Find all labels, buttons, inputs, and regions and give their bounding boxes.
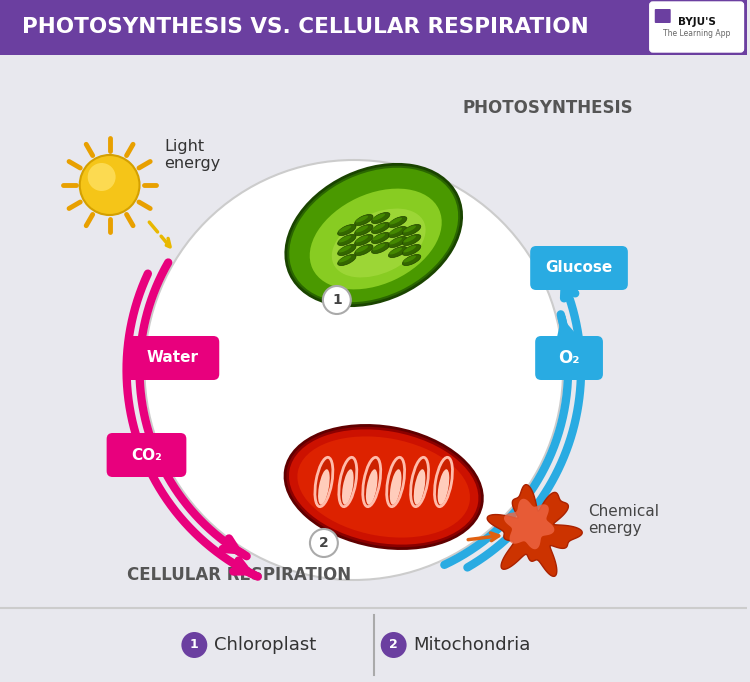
Ellipse shape	[388, 237, 406, 248]
Ellipse shape	[338, 226, 351, 233]
Ellipse shape	[403, 244, 421, 256]
Ellipse shape	[389, 237, 402, 244]
Ellipse shape	[388, 246, 406, 258]
FancyBboxPatch shape	[650, 2, 743, 52]
Circle shape	[145, 160, 563, 580]
Ellipse shape	[371, 222, 390, 233]
Text: Glucose: Glucose	[545, 261, 613, 276]
Ellipse shape	[338, 224, 356, 235]
Ellipse shape	[414, 469, 425, 505]
Ellipse shape	[389, 218, 402, 224]
Ellipse shape	[356, 216, 368, 222]
Ellipse shape	[356, 235, 368, 243]
Ellipse shape	[356, 246, 368, 252]
Ellipse shape	[389, 228, 402, 235]
Text: PHOTOSYNTHESIS: PHOTOSYNTHESIS	[463, 99, 634, 117]
FancyBboxPatch shape	[655, 9, 670, 23]
Ellipse shape	[286, 164, 462, 306]
Ellipse shape	[372, 213, 385, 220]
Circle shape	[310, 529, 338, 557]
Circle shape	[88, 163, 116, 191]
Ellipse shape	[342, 469, 354, 505]
Text: 1: 1	[190, 638, 199, 651]
Ellipse shape	[389, 248, 402, 254]
Text: BYJU'S: BYJU'S	[678, 17, 716, 27]
Ellipse shape	[315, 458, 333, 507]
Circle shape	[323, 286, 351, 314]
FancyBboxPatch shape	[106, 433, 186, 477]
Circle shape	[182, 632, 207, 658]
Ellipse shape	[285, 426, 482, 548]
Polygon shape	[488, 485, 582, 576]
Ellipse shape	[403, 224, 421, 235]
Ellipse shape	[366, 469, 377, 505]
Ellipse shape	[338, 256, 351, 263]
Ellipse shape	[434, 458, 452, 507]
Ellipse shape	[438, 469, 449, 505]
Ellipse shape	[338, 254, 356, 265]
Ellipse shape	[356, 226, 368, 233]
Text: Mitochondria: Mitochondria	[413, 636, 531, 654]
Text: CO₂: CO₂	[131, 447, 162, 462]
Ellipse shape	[404, 226, 416, 233]
Polygon shape	[504, 499, 554, 549]
Ellipse shape	[355, 214, 373, 226]
Ellipse shape	[371, 212, 390, 224]
Ellipse shape	[318, 469, 330, 505]
Text: Chemical
energy: Chemical energy	[588, 504, 659, 536]
Ellipse shape	[390, 469, 401, 505]
Ellipse shape	[404, 256, 416, 263]
Circle shape	[381, 632, 406, 658]
Ellipse shape	[371, 233, 390, 243]
Ellipse shape	[338, 246, 351, 252]
Ellipse shape	[290, 168, 458, 302]
Ellipse shape	[355, 244, 373, 256]
Ellipse shape	[404, 235, 416, 243]
Ellipse shape	[289, 430, 478, 545]
Ellipse shape	[404, 246, 416, 252]
Text: 1: 1	[332, 293, 342, 307]
Text: O₂: O₂	[558, 349, 580, 367]
Ellipse shape	[338, 235, 351, 243]
Ellipse shape	[388, 216, 406, 228]
Ellipse shape	[371, 242, 390, 254]
Text: Chloroplast: Chloroplast	[214, 636, 316, 654]
Circle shape	[80, 155, 140, 215]
Text: 2: 2	[389, 638, 398, 651]
Ellipse shape	[339, 458, 357, 507]
Ellipse shape	[388, 226, 406, 237]
Ellipse shape	[355, 224, 373, 235]
Text: PHOTOSYNTHESIS VS. CELLULAR RESPIRATION: PHOTOSYNTHESIS VS. CELLULAR RESPIRATION	[22, 17, 589, 37]
FancyBboxPatch shape	[530, 246, 628, 290]
Ellipse shape	[372, 243, 385, 250]
Ellipse shape	[338, 235, 356, 246]
Ellipse shape	[332, 209, 425, 278]
Text: 2: 2	[319, 536, 328, 550]
Ellipse shape	[310, 189, 442, 289]
Text: Light
energy: Light energy	[164, 139, 220, 171]
Ellipse shape	[372, 233, 385, 241]
Ellipse shape	[387, 458, 404, 507]
Ellipse shape	[403, 254, 421, 265]
Text: The Learning App: The Learning App	[663, 29, 730, 38]
FancyBboxPatch shape	[536, 336, 603, 380]
Text: Water: Water	[146, 351, 199, 366]
FancyBboxPatch shape	[125, 336, 219, 380]
Ellipse shape	[338, 244, 356, 256]
Ellipse shape	[298, 436, 470, 537]
FancyBboxPatch shape	[0, 0, 748, 55]
Ellipse shape	[363, 458, 381, 507]
Ellipse shape	[372, 224, 385, 231]
Ellipse shape	[355, 235, 373, 246]
Ellipse shape	[403, 235, 421, 246]
Ellipse shape	[410, 458, 428, 507]
Text: CELLULAR RESPIRATION: CELLULAR RESPIRATION	[127, 566, 351, 584]
